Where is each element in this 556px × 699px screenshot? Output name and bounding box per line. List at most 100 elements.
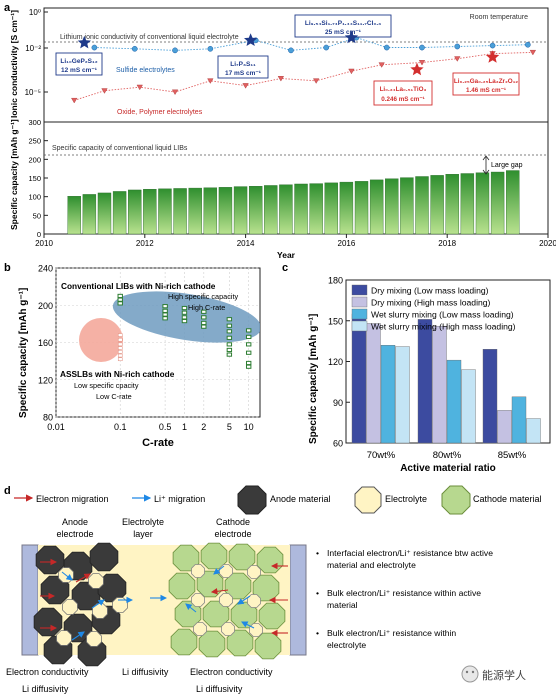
asslb-point bbox=[117, 353, 123, 358]
conductivity-y-tick-2: 10⁻⁵ bbox=[25, 88, 41, 97]
sulfide-point bbox=[383, 44, 390, 51]
cathode-particle bbox=[170, 628, 198, 656]
capacity-bar bbox=[369, 179, 384, 235]
year-tick-3: 2016 bbox=[338, 239, 356, 248]
rate-x-tick-2: 0.5 bbox=[159, 422, 172, 432]
sulfide-point bbox=[323, 44, 330, 51]
capacity-bar bbox=[67, 196, 81, 235]
lps-formula: Li₇P₃S₁₁ bbox=[230, 61, 256, 68]
rate-y-tick-2: 160 bbox=[38, 338, 53, 348]
capacity-bar bbox=[415, 176, 429, 235]
asslb-point bbox=[117, 333, 123, 337]
watermark: 能源学人 bbox=[461, 665, 526, 683]
mixing-y-label: Specific capacity [mAh g⁻¹] bbox=[308, 314, 319, 444]
sulfide-point bbox=[489, 42, 496, 49]
rate-y-tick-4: 240 bbox=[38, 264, 53, 274]
cathode-particle bbox=[226, 629, 254, 657]
capacity-bar bbox=[233, 186, 248, 235]
capacity-bar bbox=[294, 183, 308, 235]
conventional-lib-point bbox=[117, 297, 123, 302]
li-arrow bbox=[241, 621, 255, 629]
wechat-icon bbox=[461, 665, 479, 683]
rate-x-tick-4: 2 bbox=[201, 422, 206, 432]
li-arrow bbox=[71, 631, 85, 641]
electron-arrow bbox=[210, 588, 229, 595]
sulfide-point bbox=[454, 43, 461, 50]
panel-label-d: d bbox=[4, 485, 11, 497]
mixing-y-tick-1: 90 bbox=[333, 398, 343, 408]
conventional-lib-point bbox=[226, 329, 233, 334]
conventional-lib-point bbox=[245, 360, 252, 366]
cathode-electrolyte-particle bbox=[219, 564, 233, 578]
oxide-point bbox=[136, 84, 143, 91]
llzo-formula: Li₆.₂₅Ga₀.₂₅La₃Zr₂O₁₂ bbox=[454, 78, 518, 85]
cathode-particle bbox=[172, 544, 200, 572]
capacity-y-tick-2: 100 bbox=[28, 193, 41, 202]
conventional-lib-point bbox=[226, 347, 233, 353]
oxide-point bbox=[313, 78, 320, 84]
electrolyte-icon bbox=[354, 486, 382, 514]
mixing-category-2: 85wt% bbox=[498, 450, 527, 461]
mixing-legend-swatch-2 bbox=[351, 308, 368, 320]
anode-electrolyte-particle bbox=[62, 599, 78, 615]
oxide-point bbox=[454, 56, 461, 62]
year-tick-2: 2014 bbox=[237, 239, 255, 248]
conventional-lib-point bbox=[162, 308, 168, 313]
conventional-lib-point bbox=[226, 352, 233, 357]
mixing-bar-0 bbox=[417, 319, 433, 444]
conventional-lib-point bbox=[226, 342, 233, 347]
bullet-2-marker: • bbox=[316, 588, 319, 598]
anode-current-collector bbox=[21, 544, 39, 656]
highlight-star-0 bbox=[77, 35, 91, 49]
bullet-3-text: Bulk electron/Li⁺ resistance within elect… bbox=[327, 628, 456, 650]
capacity-bar bbox=[490, 171, 505, 235]
mixing-legend-label-0: Dry mixing (Low mass loading) bbox=[371, 286, 489, 296]
mixing-bar-0 bbox=[482, 349, 498, 444]
capacity-bar bbox=[203, 187, 218, 235]
mixing-legend-swatch-1 bbox=[351, 296, 368, 308]
rate-y-tick-3: 200 bbox=[38, 301, 53, 311]
capacity-bar bbox=[264, 185, 278, 235]
anode-particle bbox=[35, 545, 65, 575]
conventional-lib-point bbox=[245, 350, 252, 355]
cathode-electrolyte-particle bbox=[191, 593, 205, 607]
conventional-lib-point bbox=[201, 309, 207, 314]
room-temperature-label: Room temperature bbox=[470, 14, 528, 21]
bullet-2-text: Bulk electron/Li⁺ resistance within acti… bbox=[327, 588, 481, 610]
lgps-value: 12 mS cm⁻¹ bbox=[61, 67, 97, 74]
mixing-legend-swatch-0 bbox=[351, 284, 368, 296]
li-arrow bbox=[185, 603, 197, 613]
capacity-bar bbox=[354, 181, 369, 235]
highlight-box-lspscl: Li₉.₅₄Si₁.₇₄P₁.₄₄S₁₁.₇Cl₀.₃ 25 mS cm⁻¹ bbox=[294, 14, 392, 38]
conventional-lib-point bbox=[162, 312, 168, 317]
cathode-particle bbox=[254, 632, 282, 660]
sulfide-point bbox=[91, 44, 98, 51]
capacity-bar bbox=[430, 175, 444, 235]
rate-x-tick-3: 1 bbox=[182, 422, 187, 432]
anode-li-diffusivity-label: Li diffusivity bbox=[22, 684, 69, 694]
capacity-bar bbox=[339, 181, 354, 235]
year-tick-5: 2020 bbox=[539, 239, 556, 248]
cathode-material-icon bbox=[441, 485, 471, 515]
capacity-bar bbox=[248, 186, 263, 235]
capacity-y-tick-5: 250 bbox=[28, 137, 41, 146]
mixing-y-tick-0: 60 bbox=[333, 439, 343, 449]
mixing-bar-2 bbox=[511, 396, 527, 444]
conventional-lib-point bbox=[245, 334, 252, 340]
electron-arrow bbox=[75, 573, 91, 583]
mixing-bar-2 bbox=[446, 359, 462, 444]
cathode-particle bbox=[256, 546, 284, 574]
sulfide-point bbox=[288, 47, 294, 54]
bullet-1-text: Interfacial electron/Li⁺ resistance btw … bbox=[327, 548, 493, 570]
anode-electrolyte-particle bbox=[88, 573, 104, 589]
llto-formula: Li₀.₃₄La₀.₅₁TiO₃ bbox=[380, 86, 427, 93]
conventional-lib-point bbox=[181, 305, 188, 311]
anode-electron-conductivity-label: Electron conductivity bbox=[6, 667, 89, 677]
capacity-bar bbox=[158, 188, 172, 235]
oxide-point bbox=[378, 62, 385, 68]
capacity-bar bbox=[112, 191, 127, 235]
lspscl-value: 25 mS cm⁻¹ bbox=[325, 29, 361, 36]
mixing-legend-label-1: Dry mixing (High mass loading) bbox=[371, 298, 491, 308]
anode-particle bbox=[33, 607, 63, 637]
